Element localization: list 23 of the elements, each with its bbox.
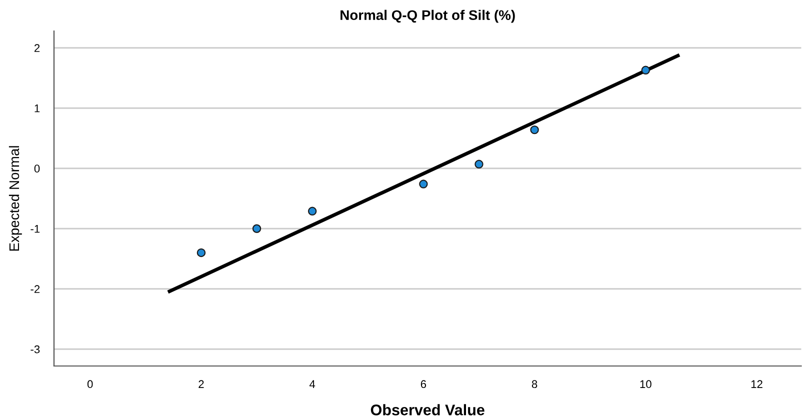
- x-tick-label: 6: [420, 380, 426, 388]
- y-tick-label: -3: [30, 345, 40, 354]
- y-tick-label: -1: [30, 225, 40, 233]
- y-axis-title: Expected Normal: [8, 146, 22, 251]
- x-axis-title: Observed Value: [370, 404, 484, 416]
- x-tick-label: 10: [640, 380, 652, 388]
- y-tick-label: 2: [34, 44, 40, 52]
- x-tick-label: 2: [198, 380, 204, 388]
- x-tick-label: 8: [532, 380, 538, 388]
- point: [419, 180, 428, 188]
- chart-title: Normal Q-Q Plot of Silt (%): [340, 10, 515, 23]
- point: [641, 66, 650, 75]
- point: [530, 125, 539, 134]
- x-tick-label: 4: [309, 380, 316, 388]
- y-tick-label: 0: [34, 164, 40, 173]
- x-tick-label: 0: [87, 380, 93, 388]
- point: [196, 248, 206, 258]
- x-tick-label: 12: [751, 380, 762, 388]
- point: [252, 224, 262, 233]
- point: [308, 206, 317, 216]
- point: [474, 160, 484, 169]
- y-tick-label: -2: [30, 285, 40, 293]
- y-tick-label: 1: [34, 104, 40, 112]
